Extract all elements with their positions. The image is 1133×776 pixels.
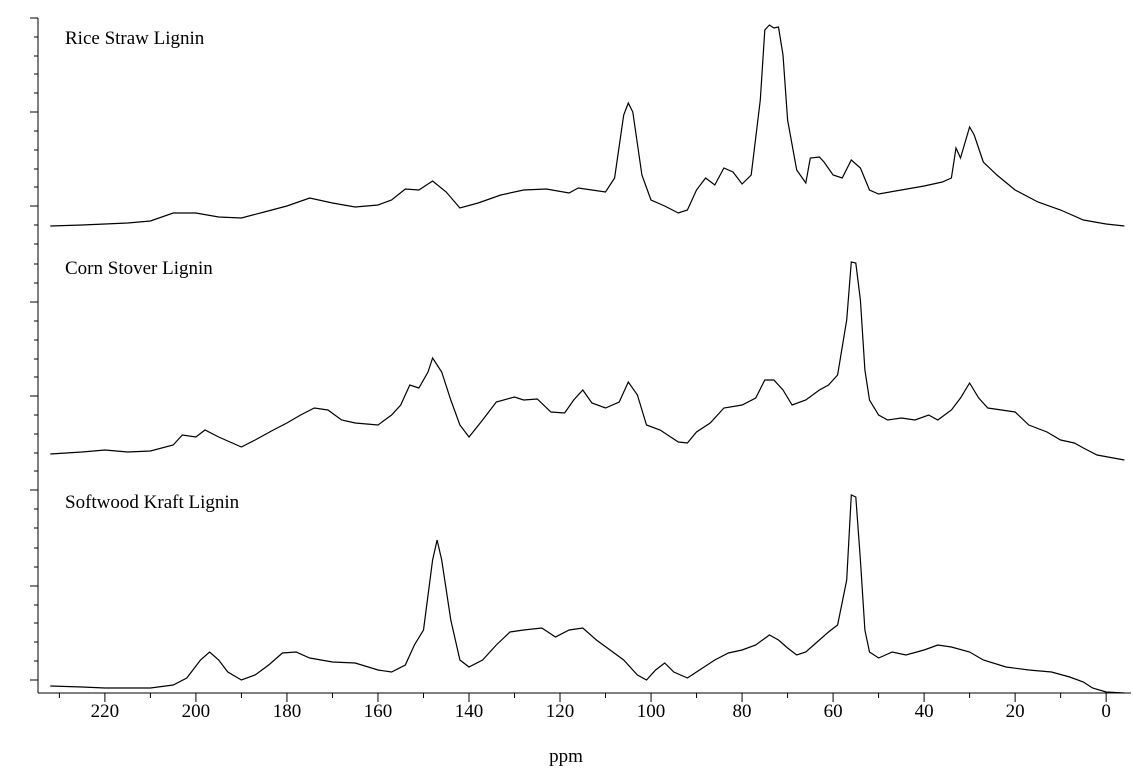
x-tick-label: 200 — [182, 701, 211, 722]
x-tick-label: 60 — [824, 701, 843, 722]
x-axis-label: ppm — [549, 746, 583, 767]
x-tick-label: 160 — [364, 701, 393, 722]
series-label: Corn Stover Lignin — [65, 258, 213, 279]
x-tick-label: 140 — [455, 701, 484, 722]
x-tick-label: 20 — [1006, 701, 1025, 722]
spectrum-line — [50, 24, 1125, 227]
x-tick-label: 120 — [546, 701, 575, 722]
x-tick-label: 0 — [1101, 701, 1111, 722]
x-tick-label: 80 — [733, 701, 752, 722]
series-label: Softwood Kraft Lignin — [65, 492, 240, 513]
x-tick-label: 180 — [273, 701, 302, 722]
spectrum-line — [50, 494, 1125, 694]
spectrum-line — [50, 261, 1125, 461]
series-label: Rice Straw Lignin — [65, 28, 205, 49]
x-tick-label: 40 — [915, 701, 934, 722]
x-tick-label: 100 — [637, 701, 666, 722]
x-tick-label: 220 — [91, 701, 120, 722]
